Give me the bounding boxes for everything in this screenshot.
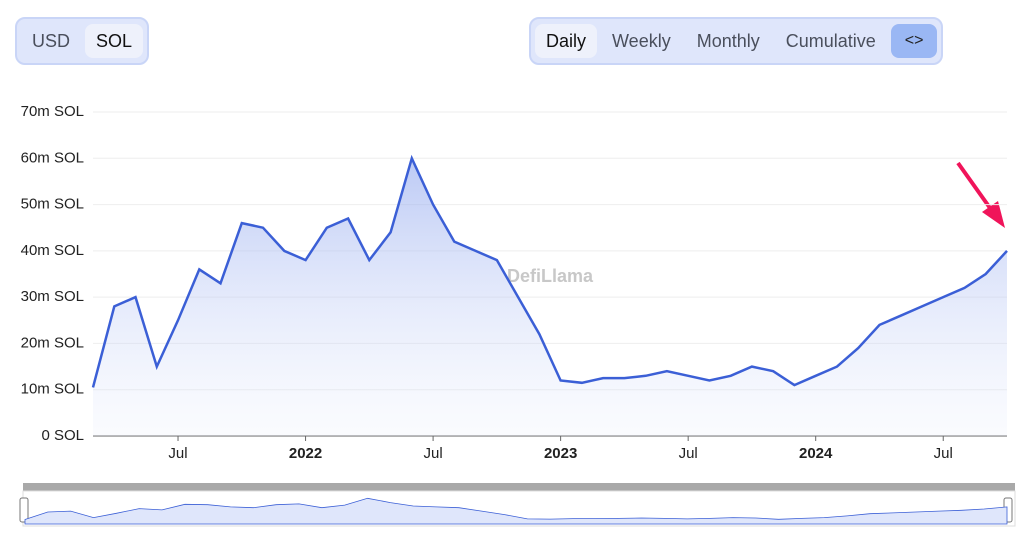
y-tick-label: 60m SOL [21,149,84,166]
brush-bar[interactable] [23,483,1015,491]
y-tick-label: 0 SOL [41,427,84,444]
arrow [956,161,992,210]
y-tick-label: 40m SOL [21,242,84,259]
period-toggle: Daily Weekly Monthly Cumulative <> [529,17,944,65]
navigator-line [24,497,1008,525]
brush-handle-left[interactable] [19,497,29,523]
x-tick-label: 2022 [289,445,322,462]
x-tick-label: Jul [423,445,442,462]
period-button[interactable]: Monthly [696,31,760,51]
currency-button[interactable]: SOL [85,24,144,58]
embed-button[interactable]: <> [890,24,938,58]
watermark: DefiLlama [507,266,594,286]
currency-toggle: USD SOL [15,17,150,65]
x-tick-label: 2024 [799,445,833,462]
period-button[interactable]: Weekly [612,31,671,51]
y-tick-label: 20m SOL [21,334,84,351]
x-tick-label: Jul [679,445,698,462]
y-tick-label: 70m SOL [21,103,84,120]
line [91,154,1008,388]
x-tick-label: 2023 [544,445,577,462]
period-button[interactable]: Cumulative [785,31,876,51]
currency-button[interactable]: USD [32,31,71,51]
area-fill [93,158,1007,437]
arrow-head [982,201,1005,228]
y-tick-label: 50m SOL [21,196,84,213]
x-tick-label: Jul [168,445,187,462]
period-button[interactable]: Daily [535,24,598,58]
x-tick-label: Jul [934,445,953,462]
y-tick-label: 10m SOL [21,381,84,398]
y-tick-label: 30m SOL [21,288,84,305]
